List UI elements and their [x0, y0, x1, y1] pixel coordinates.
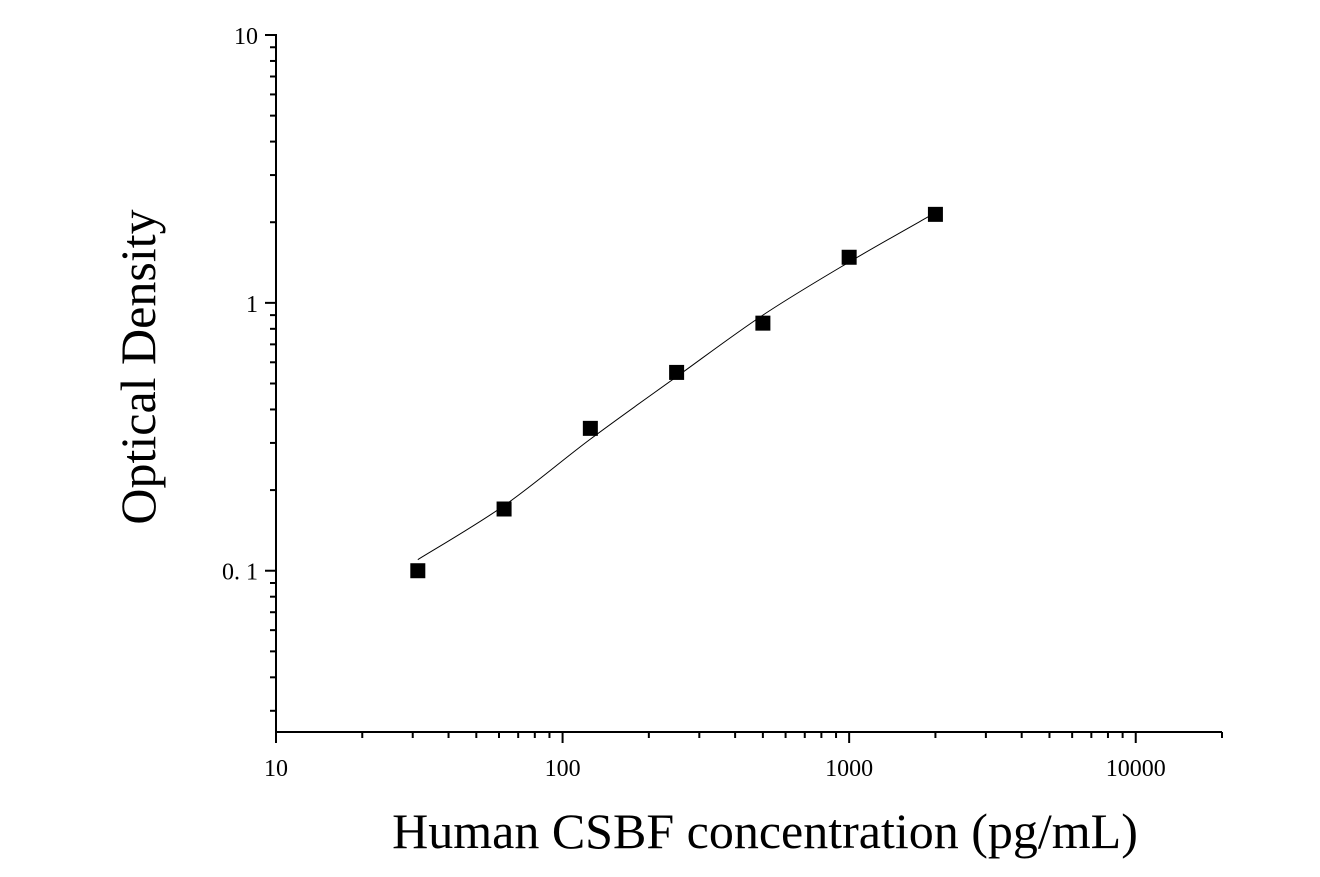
y-tick-label: 0. 1 [222, 560, 258, 586]
axes [275, 34, 1222, 733]
y-tick-label: 10 [234, 24, 258, 50]
data-point [927, 206, 943, 222]
y-tick-label: 1 [246, 292, 258, 318]
fit-curve [417, 212, 936, 561]
data-point [755, 315, 771, 331]
data-point [410, 563, 426, 579]
fit-curve-group [417, 212, 936, 561]
x-tick-label: 100 [545, 756, 581, 782]
data-points [410, 206, 943, 579]
tick-labels: 10 100 1000 10000 0. 1 1 10 [222, 24, 1166, 782]
data-point [841, 249, 857, 265]
x-axis-title: Human CSBF concentration (pg/mL) [392, 803, 1138, 859]
y-axis-title: Optical Density [110, 209, 166, 524]
data-point [669, 364, 685, 380]
ticks [265, 34, 1223, 743]
data-point [582, 420, 598, 436]
x-tick-label: 10 [264, 756, 288, 782]
x-tick-label: 10000 [1106, 756, 1166, 782]
data-point [496, 501, 512, 517]
x-tick-label: 1000 [825, 756, 873, 782]
